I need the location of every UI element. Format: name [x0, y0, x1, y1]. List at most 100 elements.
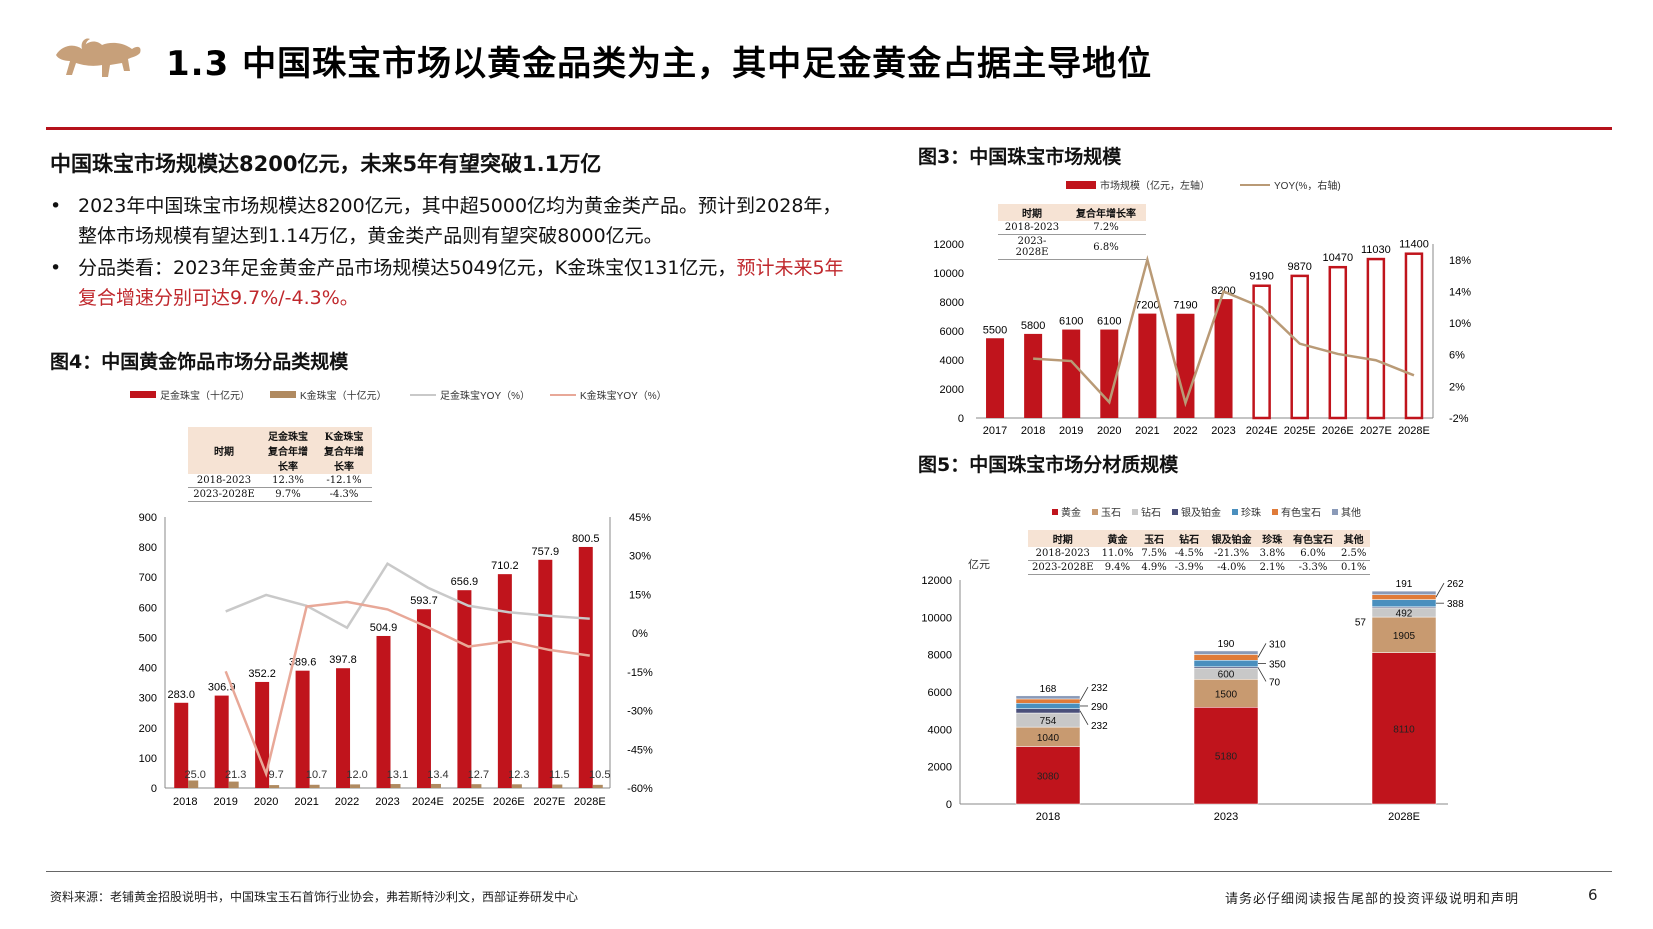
bar-kgold [552, 784, 563, 788]
x-tick-label: 2025E [453, 796, 485, 808]
legend-label: 玉石 [1101, 508, 1121, 519]
page-number: 6 [1588, 886, 1598, 904]
legend-label: 珍珠 [1241, 506, 1261, 519]
bar-gold [416, 609, 431, 788]
line-yoy [1033, 254, 1415, 408]
x-tick-label: 2020 [1097, 425, 1121, 437]
legend-swatch [1132, 509, 1138, 515]
y2-tick-label: -45% [627, 744, 653, 756]
y2-tick-label: 45% [629, 512, 651, 524]
data-label: 389.6 [289, 657, 317, 669]
data-label: 11.5 [549, 769, 570, 781]
y2-tick-label: 6% [1449, 350, 1465, 362]
bar-gold [174, 702, 189, 788]
data-label: 306.9 [208, 682, 236, 694]
segment-label: 190 [1218, 639, 1235, 650]
y2-tick-label: -60% [627, 783, 653, 795]
fig4-cagr-table: 时期 足金珠宝复合年增长率 K金珠宝复合年增长率 2018-2023 12.3%… [188, 427, 372, 502]
stack-segment-1 [1015, 746, 1081, 805]
data-label: 13.1 [387, 769, 408, 781]
x-tick-label: 2018 [1021, 425, 1045, 437]
data-label: 6100 [1059, 316, 1083, 328]
y-tick-label: 10000 [921, 612, 952, 624]
table-cell: 11.0% [1097, 547, 1138, 561]
bar-kgold [309, 784, 320, 788]
data-label: 10.7 [306, 769, 327, 781]
bar-gold [214, 695, 229, 788]
bar-market-size [1062, 329, 1081, 418]
y-tick-label: 10000 [933, 268, 964, 280]
y-tick-label: 0 [946, 799, 952, 811]
table-header: 时期 [998, 204, 1066, 221]
y-tick-label: 700 [139, 572, 157, 584]
segment-label: 600 [1218, 670, 1235, 681]
segment-label: 232 [1091, 721, 1108, 732]
segment-label: 168 [1040, 684, 1057, 695]
disclaimer: 请务必仔细阅读报告尾部的投资评级说明和声明 [1225, 892, 1520, 907]
bar-market-size [1100, 329, 1119, 418]
line-gold-yoy [225, 562, 590, 630]
table-cell: 2018-2023 [188, 474, 260, 488]
x-tick-label: 2023 [1211, 425, 1235, 437]
y-tick-label: 6000 [940, 326, 964, 338]
y2-tick-label: 14% [1449, 286, 1471, 298]
y2-tick-label: 30% [629, 551, 651, 563]
stack-segment-5 [1015, 703, 1081, 709]
label-leader [1257, 643, 1267, 658]
table-cell: -21.3% [1207, 547, 1256, 561]
data-label: 11030 [1361, 244, 1391, 256]
bar-gold [497, 574, 512, 788]
legend-label: YOY(%，右轴) [1274, 179, 1341, 192]
page-title: 1.3 中国珠宝市场以黄金品类为主，其中足金黄金占据主导地位 [166, 44, 1153, 84]
table-cell: -4.3% [316, 487, 372, 502]
segment-label: 191 [1396, 579, 1413, 590]
bar-kgold [350, 784, 361, 788]
x-tick-label: 2024E [1246, 425, 1278, 437]
bar-market-size [986, 338, 1005, 418]
data-label: 13.4 [427, 769, 448, 781]
data-label: 10470 [1322, 252, 1353, 264]
table-cell: 7.5% [1137, 547, 1171, 561]
bar-gold [538, 559, 553, 788]
legend-label: 足金珠宝YOY（%） [440, 389, 530, 402]
table-cell: 2023-2028E [998, 234, 1066, 260]
stack-segment-6 [1193, 654, 1259, 661]
y-tick-label: 2000 [940, 384, 964, 396]
legend-label: 银及铂金 [1181, 506, 1221, 519]
segment-label: 232 [1091, 683, 1108, 694]
segment-label: 1040 [1037, 733, 1060, 744]
legend-swatch [1052, 509, 1058, 515]
table-header: 玉石 [1137, 530, 1171, 547]
segment-label: 492 [1396, 608, 1413, 619]
y-tick-label: 12000 [933, 239, 964, 251]
stack-segment-7 [1193, 650, 1259, 655]
x-tick-label: 2026E [493, 796, 525, 808]
bar-gold [336, 668, 351, 788]
legend-label: K金珠宝YOY（%） [580, 389, 667, 402]
label-leader [1079, 710, 1089, 726]
table-cell: -3.9% [1170, 560, 1208, 575]
data-label: 12.0 [346, 769, 367, 781]
table-cell: 2023-2028E [1028, 560, 1098, 575]
segment-label: 1905 [1393, 631, 1416, 642]
bar-gold [376, 635, 391, 788]
table-cell: 3.8% [1255, 547, 1289, 561]
bar-kgold [511, 784, 522, 788]
table-header: 珍珠 [1255, 530, 1289, 547]
x-tick-label: 2023 [375, 796, 399, 808]
bar-gold [457, 590, 472, 788]
data-label: 9870 [1287, 261, 1311, 273]
fig5-chart: 黄金 玉石 钻石 银及铂金 珍珠 有色宝石 其他亿元02000400060008000100… [921, 506, 1464, 823]
table-header: 黄金 [1097, 530, 1138, 547]
legend-label: 钻石 [1141, 506, 1161, 519]
x-tick-label: 2018 [1036, 811, 1060, 823]
table-header: 复合年增长率 [1066, 204, 1146, 221]
bar-market-size [1214, 299, 1233, 418]
bar-kgold [430, 783, 441, 788]
y-tick-label: 200 [139, 723, 157, 735]
bar-kgold [471, 784, 482, 788]
data-label: 283.0 [167, 689, 195, 701]
x-tick-label: 2019 [1059, 425, 1083, 437]
segment-label: 70 [1269, 677, 1281, 688]
bullet-highlight: 预计未来5年复合增速分别可达9.7%/-4.3%。 [78, 257, 844, 309]
